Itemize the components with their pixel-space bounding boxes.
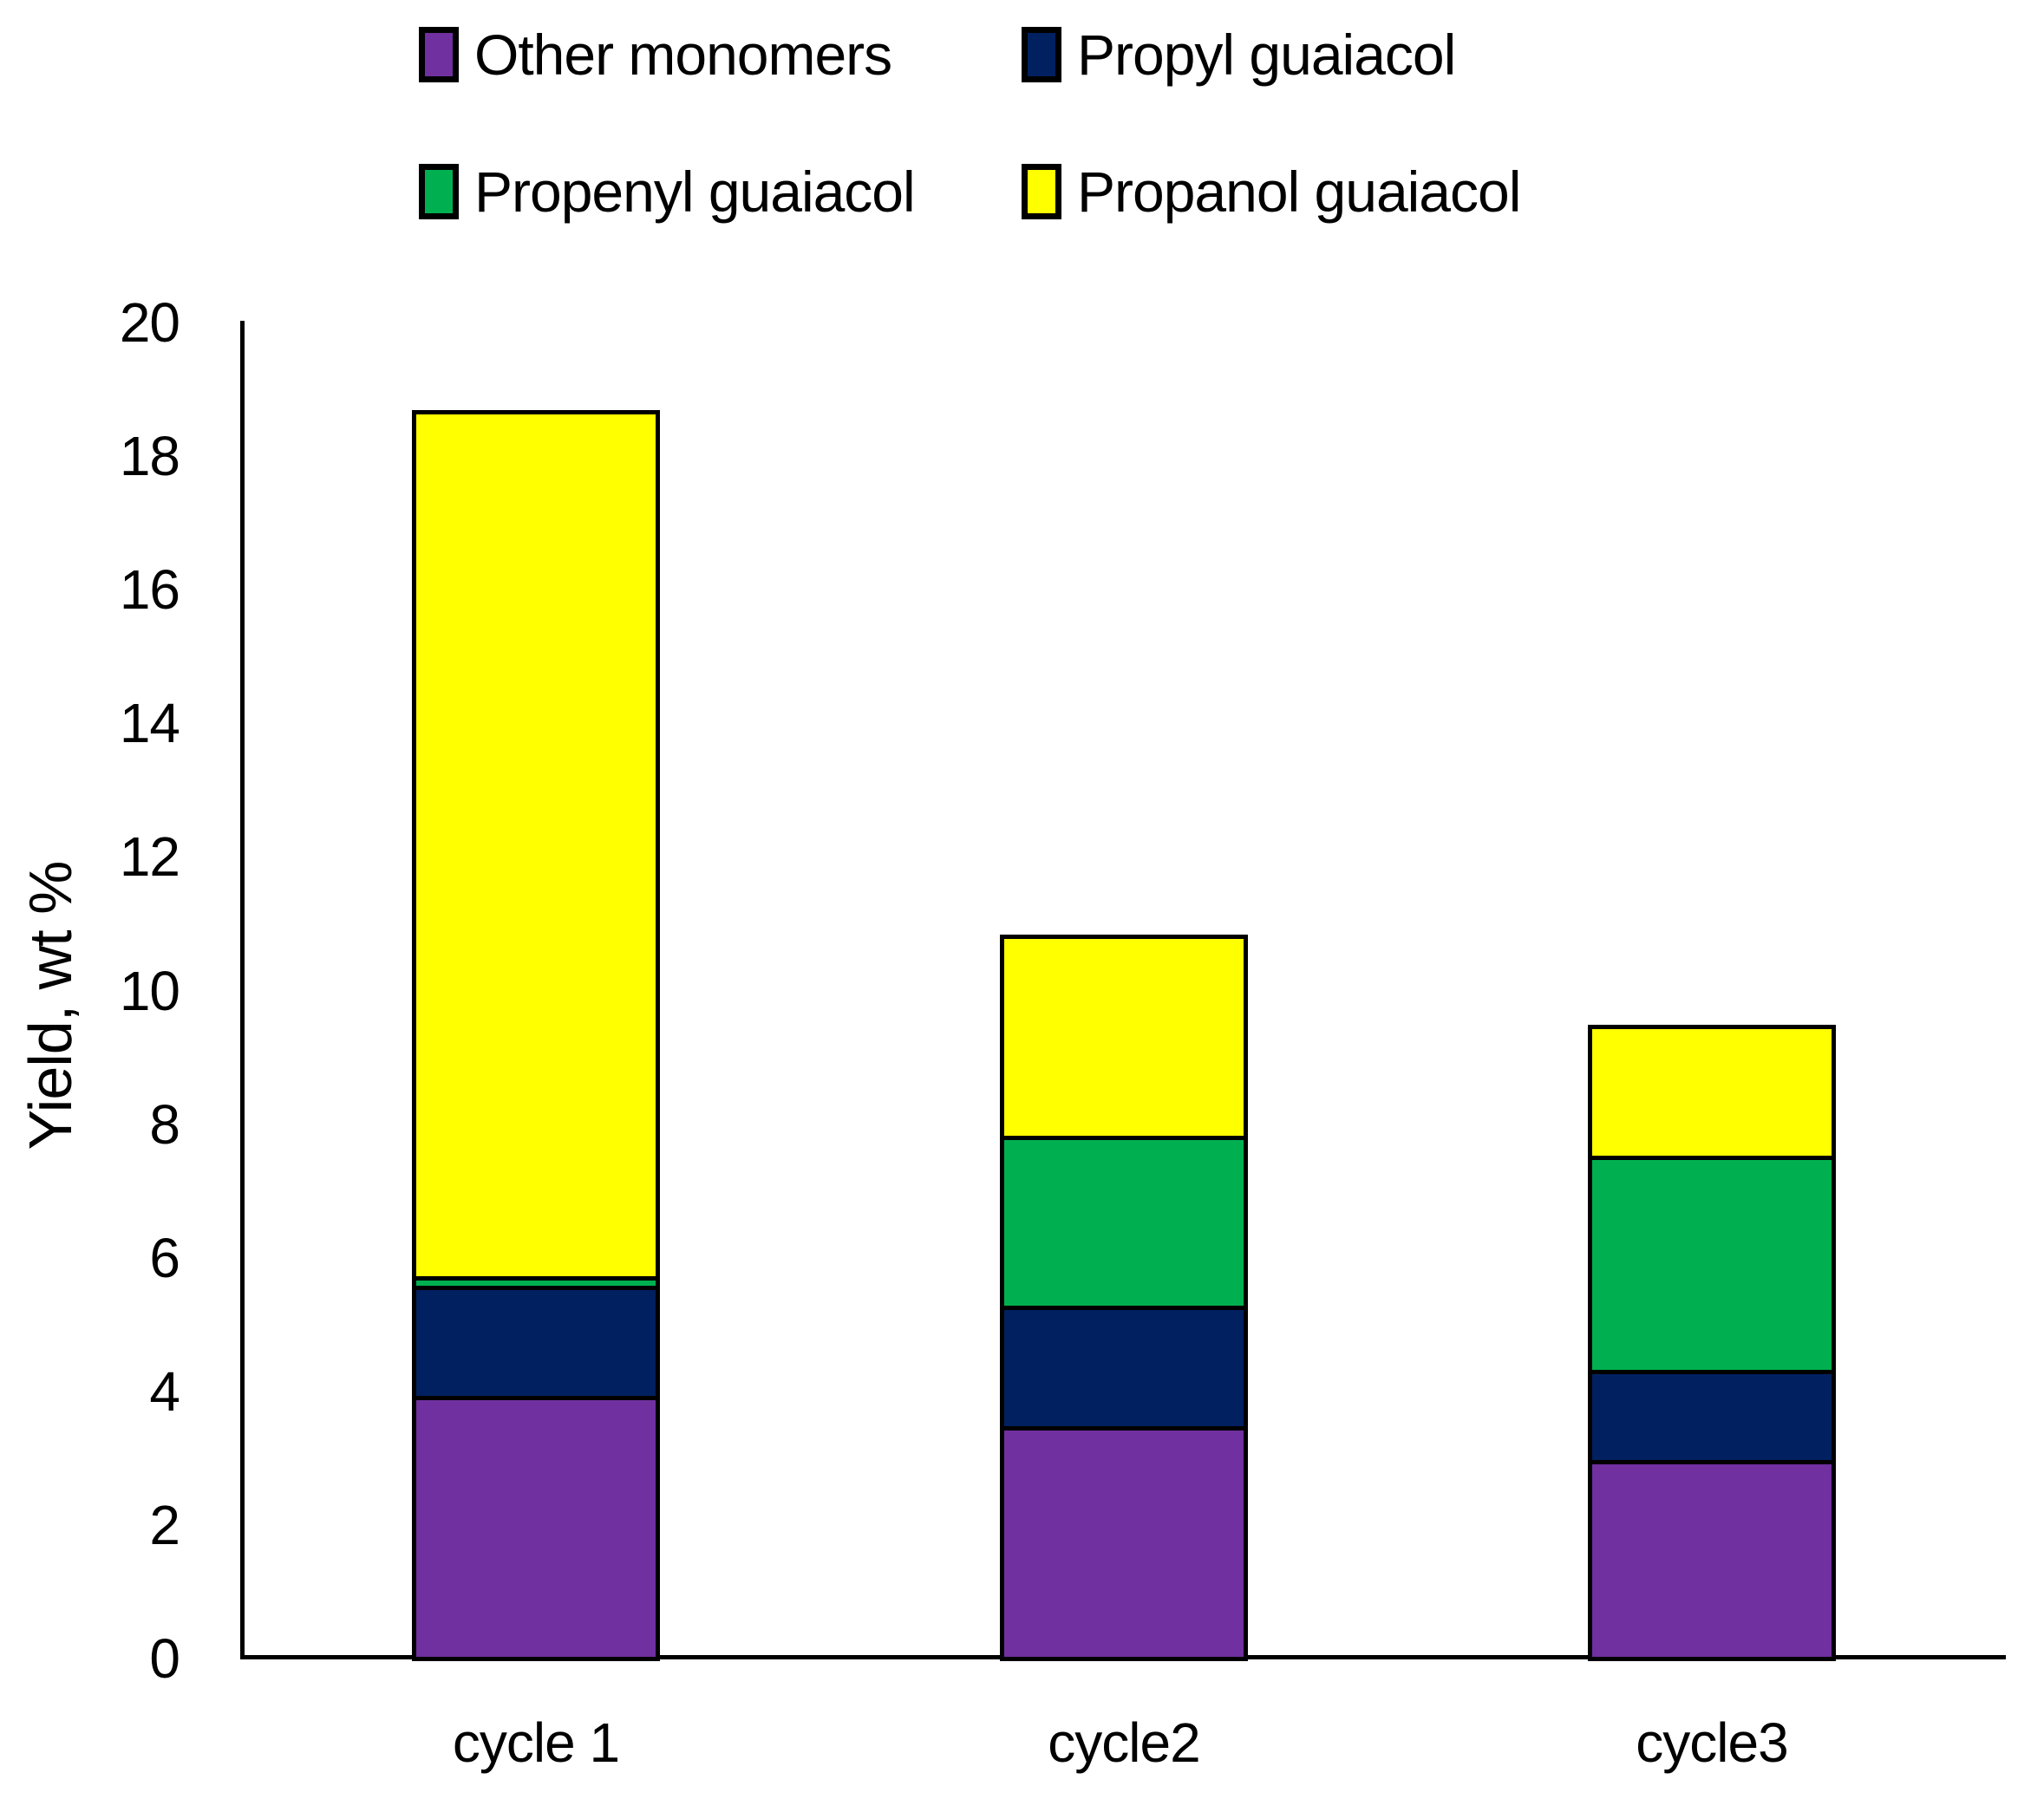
x-tick-label: cycle 1 [452, 1711, 620, 1774]
bar-segment-propenyl-guaiacol [1592, 1156, 1832, 1370]
bar-segment-other-monomers [416, 1396, 656, 1657]
legend-swatch-propanol-guaiacol [1022, 164, 1061, 219]
bar-segment-propyl-guaiacol [1592, 1369, 1832, 1460]
legend-swatch-other-monomers [419, 27, 459, 82]
y-tick-label: 4 [149, 1359, 180, 1423]
y-tick-label: 16 [119, 558, 180, 622]
legend-label: Propanol guaiacol [1077, 160, 1521, 224]
y-tick-label: 8 [149, 1092, 180, 1156]
stacked-bar-cycle2 [1000, 934, 1248, 1661]
legend-item-propyl-guaiacol: Propyl guaiacol [1022, 24, 1520, 85]
y-tick-label: 18 [119, 425, 180, 488]
y-tick-label: 0 [149, 1627, 180, 1690]
legend-swatch-propenyl-guaiacol [419, 164, 459, 219]
bar-segment-propanol-guaiacol [416, 414, 656, 1276]
bar-segment-propanol-guaiacol [1004, 938, 1244, 1136]
bar-segment-propyl-guaiacol [416, 1286, 656, 1397]
bar-segment-other-monomers [1592, 1459, 1832, 1657]
y-tick-label: 14 [119, 692, 180, 755]
y-tick-label: 12 [119, 825, 180, 889]
bar-segment-other-monomers [1004, 1426, 1244, 1657]
y-axis-title: Yield, wt % [16, 861, 84, 1150]
y-axis-line [240, 321, 245, 1659]
y-tick-label: 10 [119, 959, 180, 1022]
legend-swatch-propyl-guaiacol [1022, 27, 1061, 82]
bar-segment-propyl-guaiacol [1004, 1306, 1244, 1427]
legend-label: Other monomers [474, 23, 892, 87]
y-tick-label: 6 [149, 1226, 180, 1289]
stacked-bar-cycle1 [412, 409, 660, 1661]
legend-item-other-monomers: Other monomers [419, 24, 1022, 85]
x-tick-label: cycle3 [1636, 1711, 1788, 1774]
bar-segment-propanol-guaiacol [1592, 1028, 1832, 1157]
legend-label: Propenyl guaiacol [474, 160, 916, 224]
legend-item-propenyl-guaiacol: Propenyl guaiacol [419, 161, 1022, 222]
legend: Other monomers Propyl guaiacol Propenyl … [419, 24, 1521, 224]
bar-segment-propenyl-guaiacol [416, 1275, 656, 1287]
x-tick-label: cycle2 [1048, 1711, 1200, 1774]
legend-label: Propyl guaiacol [1077, 23, 1456, 87]
bar-segment-propenyl-guaiacol [1004, 1136, 1244, 1307]
stacked-bar-cycle3 [1588, 1024, 1836, 1661]
legend-item-propanol-guaiacol: Propanol guaiacol [1022, 160, 1521, 224]
y-tick-label: 2 [149, 1493, 180, 1556]
y-tick-label: 20 [119, 291, 180, 354]
